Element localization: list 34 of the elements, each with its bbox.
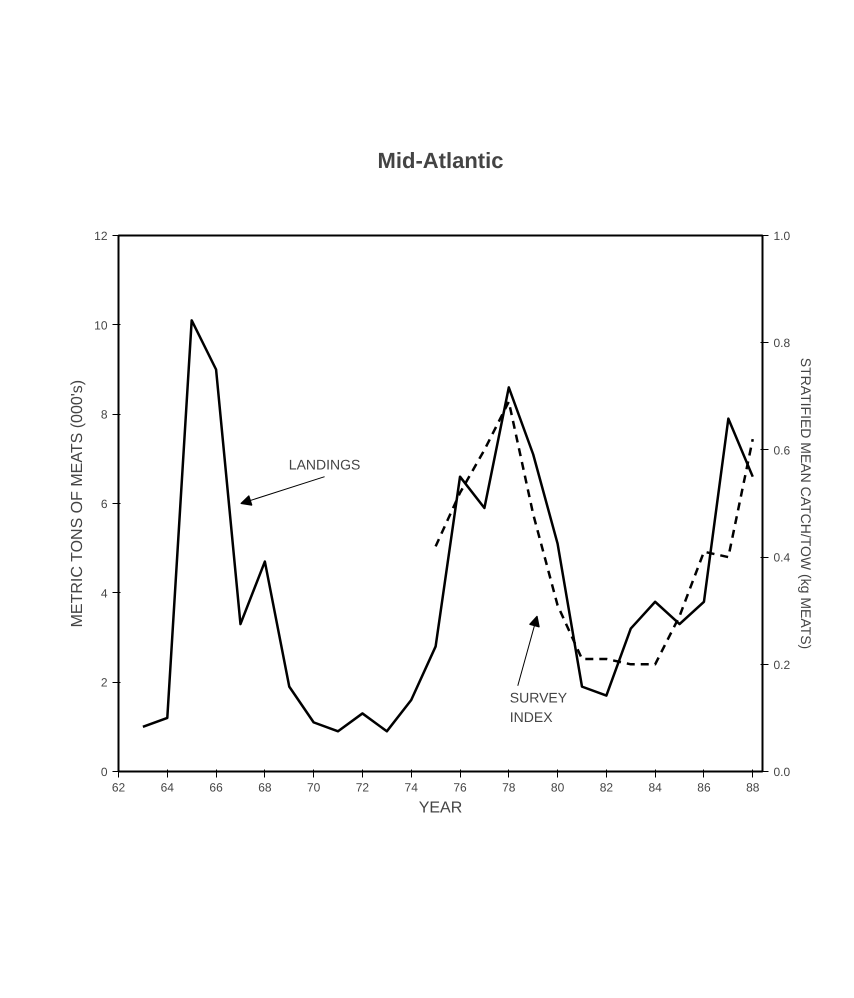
y2-tick-label: 0.2 (774, 658, 791, 672)
y2-tick-label: 0.0 (774, 765, 791, 779)
annotation: LANDINGS (288, 456, 360, 473)
y2-axis-title: STRATIFIED MEAN CATCH/TOW (kg MEATS) (798, 358, 814, 650)
y-tick-label: 2 (100, 676, 108, 690)
x-tick-label: 88 (746, 780, 760, 794)
y2-tick-label: 0.4 (774, 550, 791, 565)
y-tick-label: 10 (94, 318, 108, 332)
x-tick-label: 78 (502, 780, 516, 794)
x-tick-label: 72 (356, 780, 370, 794)
x-tick-label: 74 (404, 780, 418, 794)
y-tick-label: 8 (100, 408, 108, 422)
y-axis-title: METRIC TONS OF MEATS (000's) (69, 380, 86, 628)
x-axis-title: YEAR (418, 800, 462, 816)
y2-tick-label: 0.6 (774, 443, 791, 458)
y-tick-label: 4 (100, 586, 108, 600)
x-tick-label: 84 (648, 780, 662, 794)
x-tick-label: 64 (160, 780, 174, 794)
line-series (142, 319, 754, 733)
x-tick-label: 70 (306, 780, 321, 794)
y2-tick-label: 1.0 (774, 229, 791, 243)
x-tick-label: 68 (258, 780, 272, 794)
x-tick-label: 66 (209, 780, 224, 794)
x-tick-label: 86 (697, 780, 711, 794)
x-tick-label: 80 (550, 780, 565, 794)
x-tick-label: 62 (112, 780, 126, 794)
y2-tick-label: 0.8 (774, 336, 791, 350)
chart-title: Mid-Atlantic (378, 148, 504, 173)
y-tick-label: 6 (100, 497, 108, 511)
y-tick-label: 12 (94, 229, 108, 243)
x-tick-label: 76 (453, 780, 468, 794)
x-tick-label: 82 (600, 780, 614, 794)
y-tick-label: 0 (100, 765, 108, 779)
annotation: SURVEY INDEX (510, 690, 568, 725)
